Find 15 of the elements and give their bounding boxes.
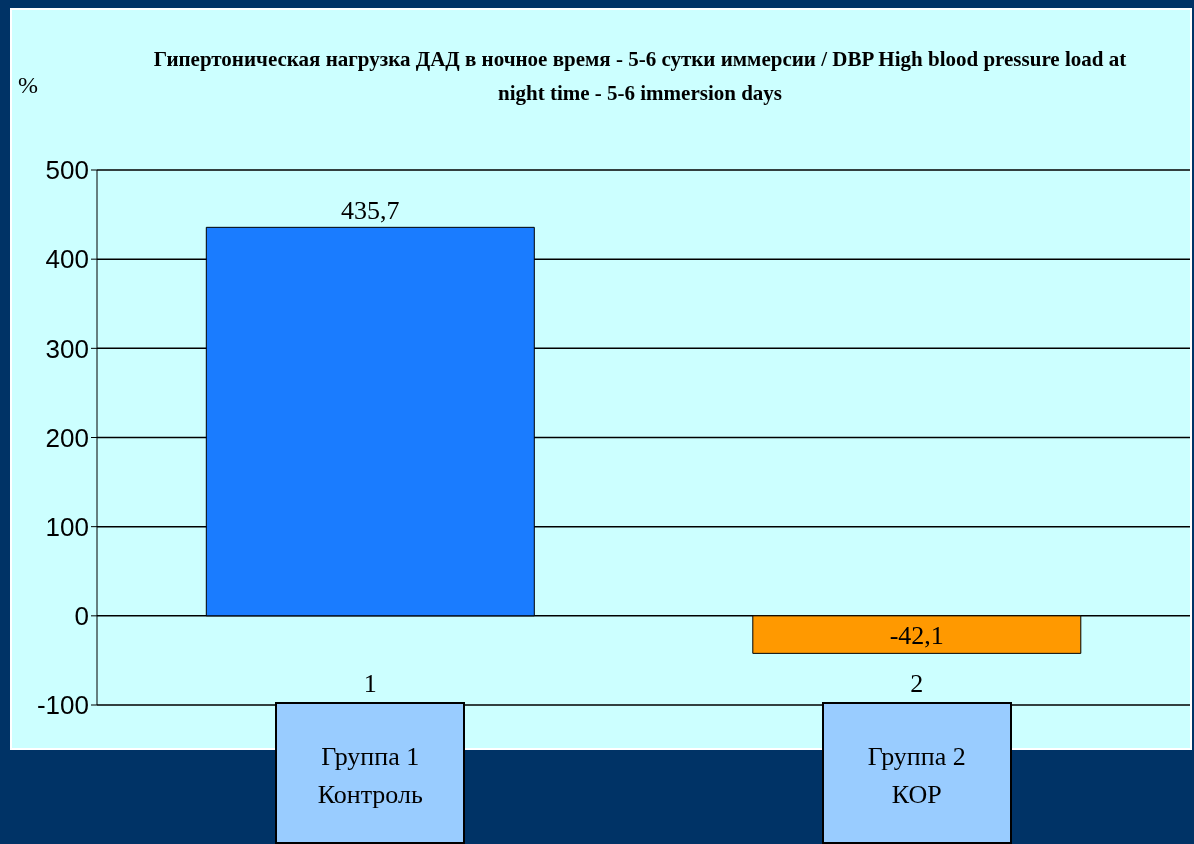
y-tick-label: 300 [45, 333, 89, 364]
x-tick-label: 1 [363, 669, 377, 698]
y-tick-label: 500 [45, 155, 89, 186]
data-label: -42,1 [889, 620, 944, 650]
y-tick-label: 200 [45, 422, 89, 453]
text: Группа 1 Контроль [316, 741, 424, 811]
y-tick-label: -100 [36, 690, 89, 721]
y-axis-title: % [18, 72, 38, 99]
x-tick-label: 2 [910, 669, 924, 698]
y-tick-label: 400 [45, 244, 89, 275]
chart-title: Гипертоническая нагрузка ДАД в ночное время - 5-6 сутки иммерсии / DBP High blood pressure load at night time - 5-6 immersion days [152, 46, 1128, 107]
data-label: 435,7 [341, 196, 400, 226]
y-tick-label: 0 [74, 601, 89, 632]
y-tick-label: 100 [45, 511, 89, 542]
text: Группа 2 КОР [866, 741, 967, 811]
